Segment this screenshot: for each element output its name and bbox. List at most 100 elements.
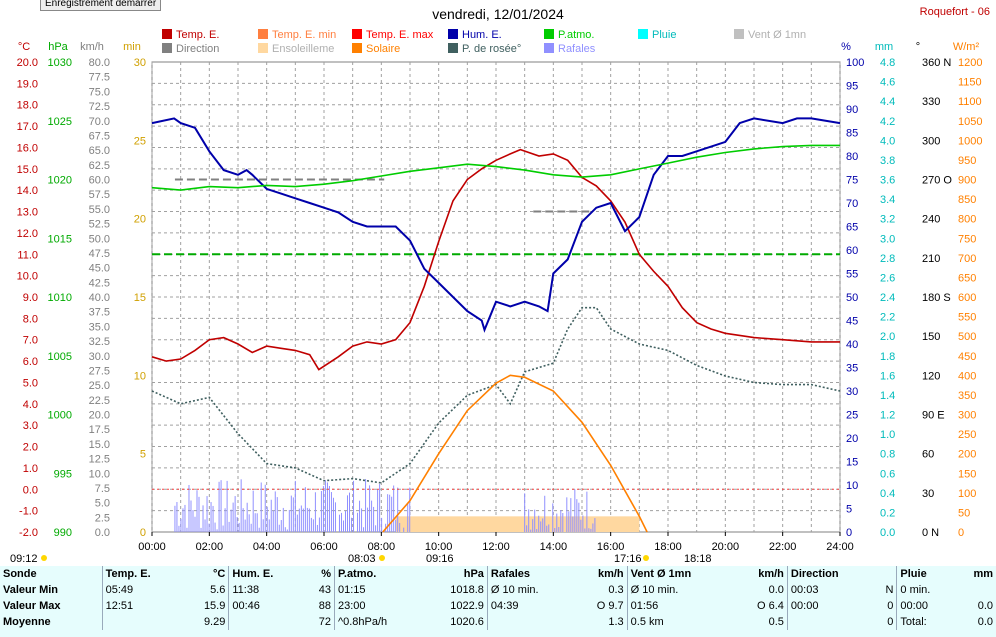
y-tick-label: 47.5 xyxy=(89,248,110,260)
legend-label: P.atmo. xyxy=(558,29,595,41)
y-tick-label: 1.6 xyxy=(880,370,895,382)
time-marker: 17:16 xyxy=(614,553,642,565)
summary-row-label: Moyenne xyxy=(3,616,51,628)
y-tick-label: 10 xyxy=(134,370,146,382)
y-tick-label: 1020 xyxy=(48,175,72,187)
summary-cell: 1.3 xyxy=(608,616,624,628)
summary-header: Hum. E. xyxy=(228,566,305,582)
y-tick-label: 800 xyxy=(958,214,976,226)
y-tick-label: 7.0 xyxy=(23,335,38,347)
y-tick-label: 35.0 xyxy=(89,321,110,333)
y-tick-label: 15 xyxy=(846,457,858,469)
y-tick-label: 25.0 xyxy=(89,380,110,392)
y-tick-label: 17.0 xyxy=(17,121,38,133)
y-tick-label: 12.0 xyxy=(17,228,38,240)
legend-label: Temp. E. max xyxy=(366,29,434,41)
y-tick-label: 3.4 xyxy=(880,194,895,206)
y-tick-label: 20 xyxy=(846,433,858,445)
y-tick-label: 2.0 xyxy=(880,331,895,343)
y-tick-label: 1050 xyxy=(958,116,982,128)
legend-label: Hum. E. xyxy=(462,29,502,41)
summary-table: Sonde Temp. E. °C Hum. E.% P.atmo. hPa Rafales… xyxy=(0,566,996,637)
y-tick-label: 700 xyxy=(958,253,976,265)
time-marker: 09:12 xyxy=(10,553,38,565)
y-tick-label: 300 xyxy=(958,410,976,422)
summary-cell: 04:39 xyxy=(486,598,574,614)
y-tick-label: 77.5 xyxy=(89,72,110,84)
y-tick-label: 1.8 xyxy=(880,351,895,363)
y-tick-label: 450 xyxy=(958,351,976,363)
legend-label: Solaire xyxy=(366,43,400,55)
y-tick-label: 210 xyxy=(922,253,940,265)
y-tick-label: 3.8 xyxy=(880,155,895,167)
y-tick-label: 40.0 xyxy=(89,292,110,304)
y-tick-label: 240 xyxy=(922,214,940,226)
y-tick-label: 300 xyxy=(922,135,940,147)
summary-cell xyxy=(486,614,574,630)
y-tick-label: 1.0 xyxy=(23,463,38,475)
summary-unit: km/h xyxy=(597,568,624,580)
legend-swatch xyxy=(448,29,458,39)
y-tick-label: 42.5 xyxy=(89,277,110,289)
axis-unit: hPa xyxy=(48,41,68,53)
y-tick-label: 20.0 xyxy=(89,410,110,422)
y-tick-label: 0 xyxy=(140,527,146,539)
y-tick-label: 5.0 xyxy=(95,498,110,510)
y-tick-label: 15.0 xyxy=(17,164,38,176)
axis-unit: W/m² xyxy=(953,41,980,53)
y-tick-label: 350 xyxy=(958,390,976,402)
y-tick-label: 2.6 xyxy=(880,272,895,284)
summary-cell: 12:51 xyxy=(101,598,185,614)
summary-unit: mm xyxy=(973,568,993,580)
y-tick-label: 0.6 xyxy=(880,468,895,480)
summary-unit xyxy=(874,566,897,582)
summary-cell: 1020.6 xyxy=(450,616,484,628)
y-tick-label: 850 xyxy=(958,194,976,206)
y-tick-label: 27.5 xyxy=(89,365,110,377)
y-tick-label: 0.2 xyxy=(880,507,895,519)
y-tick-label: 37.5 xyxy=(89,307,110,319)
y-tick-label: 995 xyxy=(54,468,72,480)
y-tick-label: 70.0 xyxy=(89,116,110,128)
legend-swatch xyxy=(352,43,362,53)
summary-cell: 9.29 xyxy=(203,616,226,628)
x-tick-label: 08:00 xyxy=(368,541,396,553)
summary-cell: 0.0 xyxy=(768,584,784,596)
x-tick-label: 22:00 xyxy=(769,541,797,553)
y-tick-label: 10 xyxy=(846,480,858,492)
y-tick-label: 270 O xyxy=(922,175,952,187)
summary-cell: Ø 10 min. xyxy=(486,582,574,598)
summary-header: Direction xyxy=(786,566,874,582)
time-marker: 09:16 xyxy=(426,553,454,565)
y-tick-label: 8.0 xyxy=(23,313,38,325)
recording-button[interactable]: Enregistrement démarrer xyxy=(40,0,162,11)
summary-unit: °C xyxy=(213,568,226,580)
summary-cell: 00:03 xyxy=(786,582,874,598)
y-tick-label: 400 xyxy=(958,370,976,382)
y-tick-label: 60.0 xyxy=(89,175,110,187)
y-tick-label: 32.5 xyxy=(89,336,110,348)
y-tick-label: 3.2 xyxy=(880,214,895,226)
summary-cell: 01:15 xyxy=(333,582,424,598)
summary-header: Pluie xyxy=(896,566,956,582)
x-tick-label: 16:00 xyxy=(597,541,625,553)
axis-unit: min xyxy=(123,41,141,53)
x-tick-label: 10:00 xyxy=(425,541,453,553)
legend-swatch xyxy=(162,29,172,39)
legend-label: Temp. E. xyxy=(176,29,219,41)
summary-cell: O 9.7 xyxy=(596,600,624,612)
y-tick-label: 1000 xyxy=(48,410,72,422)
y-tick-label: 2.0 xyxy=(23,442,38,454)
chart-grid xyxy=(151,61,841,533)
summary-header: P.atmo. xyxy=(333,566,424,582)
y-tick-label: 90 E xyxy=(922,410,945,422)
y-tick-label: 4.0 xyxy=(23,399,38,411)
axis-unit: % xyxy=(841,41,851,53)
y-tick-label: 13.0 xyxy=(17,207,38,219)
y-tick-label: 11.0 xyxy=(17,249,38,261)
y-tick-label: 3.6 xyxy=(880,175,895,187)
y-tick-label: 0.0 xyxy=(880,527,895,539)
y-tick-label: 52.5 xyxy=(89,219,110,231)
y-tick-label: 250 xyxy=(958,429,976,441)
summary-cell: 00:00 xyxy=(786,598,874,614)
